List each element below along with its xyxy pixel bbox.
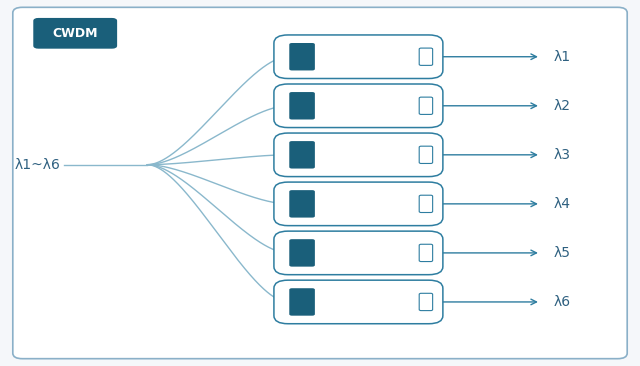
FancyBboxPatch shape [289,43,315,70]
FancyBboxPatch shape [289,288,315,315]
FancyBboxPatch shape [419,244,433,262]
FancyBboxPatch shape [289,141,315,168]
Text: λ6: λ6 [554,295,571,309]
FancyBboxPatch shape [274,231,443,274]
Text: λ2: λ2 [554,99,571,113]
Text: λ5: λ5 [554,246,571,260]
FancyBboxPatch shape [419,48,433,66]
FancyBboxPatch shape [274,133,443,177]
Text: λ4: λ4 [554,197,571,211]
FancyBboxPatch shape [289,92,315,119]
Text: λ1: λ1 [554,50,571,64]
Text: λ3: λ3 [554,148,571,162]
Text: CWDM: CWDM [52,27,98,40]
FancyBboxPatch shape [274,35,443,79]
FancyBboxPatch shape [13,7,627,359]
FancyBboxPatch shape [289,239,315,266]
FancyBboxPatch shape [274,182,443,225]
Text: λ1~λ6: λ1~λ6 [15,158,61,172]
FancyBboxPatch shape [33,18,117,49]
FancyBboxPatch shape [419,195,433,213]
FancyBboxPatch shape [419,97,433,115]
FancyBboxPatch shape [289,190,315,217]
FancyBboxPatch shape [419,293,433,311]
FancyBboxPatch shape [419,146,433,164]
FancyBboxPatch shape [274,84,443,128]
FancyBboxPatch shape [274,280,443,324]
